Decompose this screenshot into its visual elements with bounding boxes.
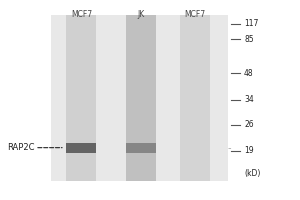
- Bar: [66, 15, 96, 181]
- Text: MCF7: MCF7: [184, 10, 206, 19]
- Text: 48: 48: [244, 69, 254, 78]
- Text: 85: 85: [244, 35, 254, 44]
- Text: 34: 34: [244, 95, 254, 104]
- Text: 19: 19: [244, 146, 254, 155]
- Bar: [126, 15, 156, 181]
- Text: 117: 117: [244, 19, 258, 28]
- Bar: [52, 15, 228, 181]
- Text: RAP2C: RAP2C: [7, 143, 34, 152]
- Text: (kD): (kD): [244, 169, 260, 178]
- Bar: [66, 143, 96, 153]
- Text: MCF7: MCF7: [71, 10, 92, 19]
- Text: 26: 26: [244, 120, 254, 129]
- Bar: [126, 143, 156, 153]
- Text: JK: JK: [137, 10, 145, 19]
- Bar: [180, 15, 210, 181]
